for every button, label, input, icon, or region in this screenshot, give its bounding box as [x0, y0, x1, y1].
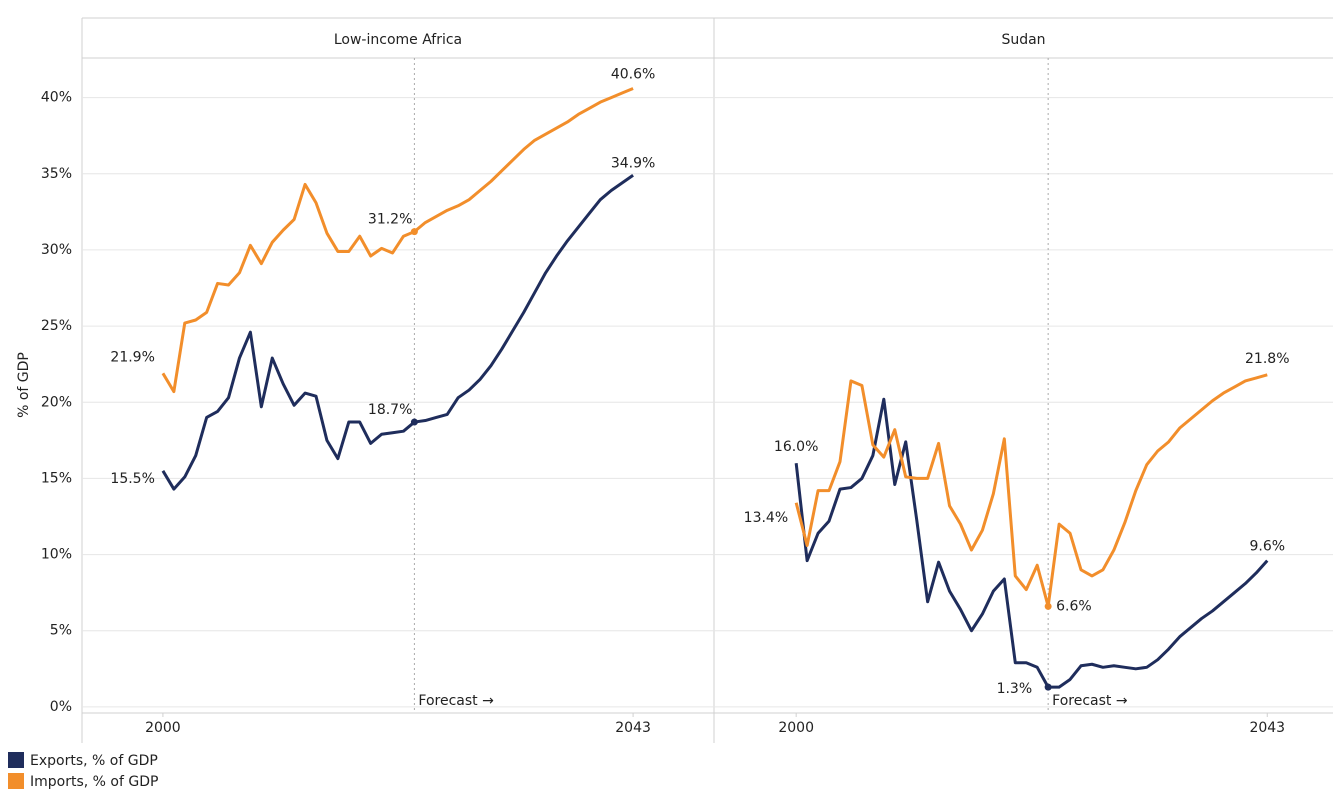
series-line [161, 87, 634, 394]
forecast-point [1044, 602, 1052, 610]
series-line [794, 397, 1269, 689]
data-label: 21.8% [1245, 351, 1289, 367]
data-label: 1.3% [997, 681, 1033, 697]
y-tick-label: 30% [41, 242, 72, 258]
y-tick-label: 20% [41, 394, 72, 410]
panel-title: Low-income Africa [334, 32, 462, 48]
y-tick-label: 25% [41, 318, 72, 334]
y-axis-label: % of GDP [16, 352, 32, 418]
series-line [161, 174, 634, 491]
panel-title: Sudan [1001, 32, 1045, 48]
legend-label: Imports, % of GDP [30, 774, 158, 790]
y-tick-label: 15% [41, 470, 72, 486]
forecast-point [410, 418, 418, 426]
series-line [794, 373, 1268, 608]
x-tick-label: 2000 [145, 720, 181, 736]
legend-label: Exports, % of GDP [30, 753, 158, 769]
data-label: 16.0% [774, 439, 818, 455]
legend-swatch [8, 752, 24, 768]
data-label: 31.2% [368, 212, 412, 228]
data-label: 13.4% [744, 510, 788, 526]
forecast-point [1044, 683, 1052, 691]
x-tick-label: 2043 [615, 720, 651, 736]
data-label: 40.6% [611, 66, 655, 82]
y-tick-label: 40% [41, 90, 72, 106]
x-tick-label: 2043 [1249, 720, 1285, 736]
x-tick-label: 2000 [778, 720, 814, 736]
y-tick-label: 35% [41, 166, 72, 182]
forecast-label: Forecast → [418, 693, 494, 709]
y-tick-label: 0% [50, 699, 72, 715]
y-tick-label: 5% [50, 623, 72, 639]
data-label: 34.9% [611, 155, 655, 171]
data-label: 18.7% [368, 402, 412, 418]
legend-swatch [8, 773, 24, 789]
data-label: 6.6% [1056, 598, 1092, 614]
forecast-label: Forecast → [1052, 693, 1128, 709]
data-label: 15.5% [110, 471, 154, 487]
y-tick-label: 10% [41, 547, 72, 563]
data-label: 9.6% [1249, 539, 1285, 555]
forecast-point [410, 228, 418, 236]
data-label: 21.9% [110, 349, 154, 365]
